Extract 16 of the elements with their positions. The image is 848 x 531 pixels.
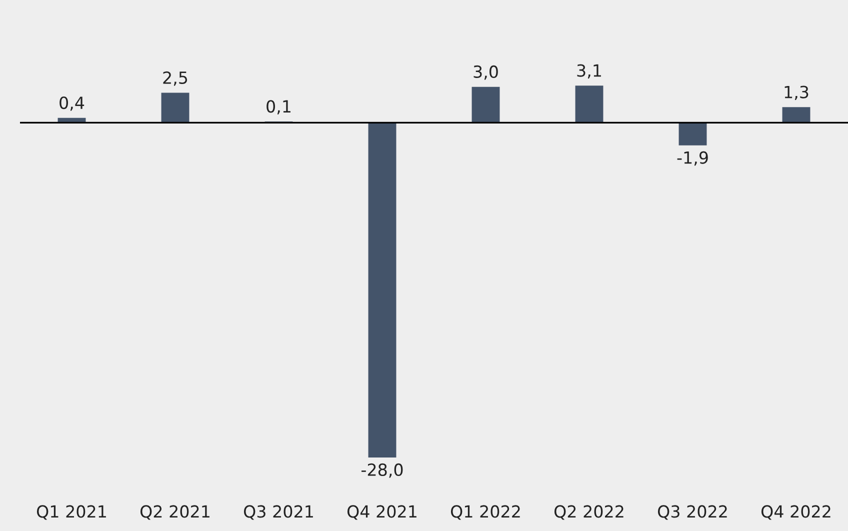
data-label: 0,4	[60, 96, 84, 111]
x-tick-label: Q4 2021	[347, 505, 416, 520]
data-label: 3,1	[577, 64, 601, 79]
data-label: -28,0	[362, 463, 403, 478]
x-tick-label: Q3 2021	[244, 505, 313, 520]
data-label: 0,1	[266, 100, 290, 114]
data-label: 2,5	[163, 71, 188, 86]
data-label: 3,0	[474, 65, 498, 80]
data-label: -1,9	[677, 151, 708, 166]
x-tick-label: Q1 2022	[450, 505, 520, 520]
data-label: 1,3	[784, 86, 808, 100]
x-tick-label: Q2 2021	[140, 505, 210, 520]
x-tick-label: Q1 2021	[36, 505, 106, 520]
x-tick-label: Q3 2022	[658, 505, 727, 520]
x-tick-label: Q4 2022	[761, 505, 830, 520]
x-tick-label: Q2 2022	[554, 505, 624, 520]
